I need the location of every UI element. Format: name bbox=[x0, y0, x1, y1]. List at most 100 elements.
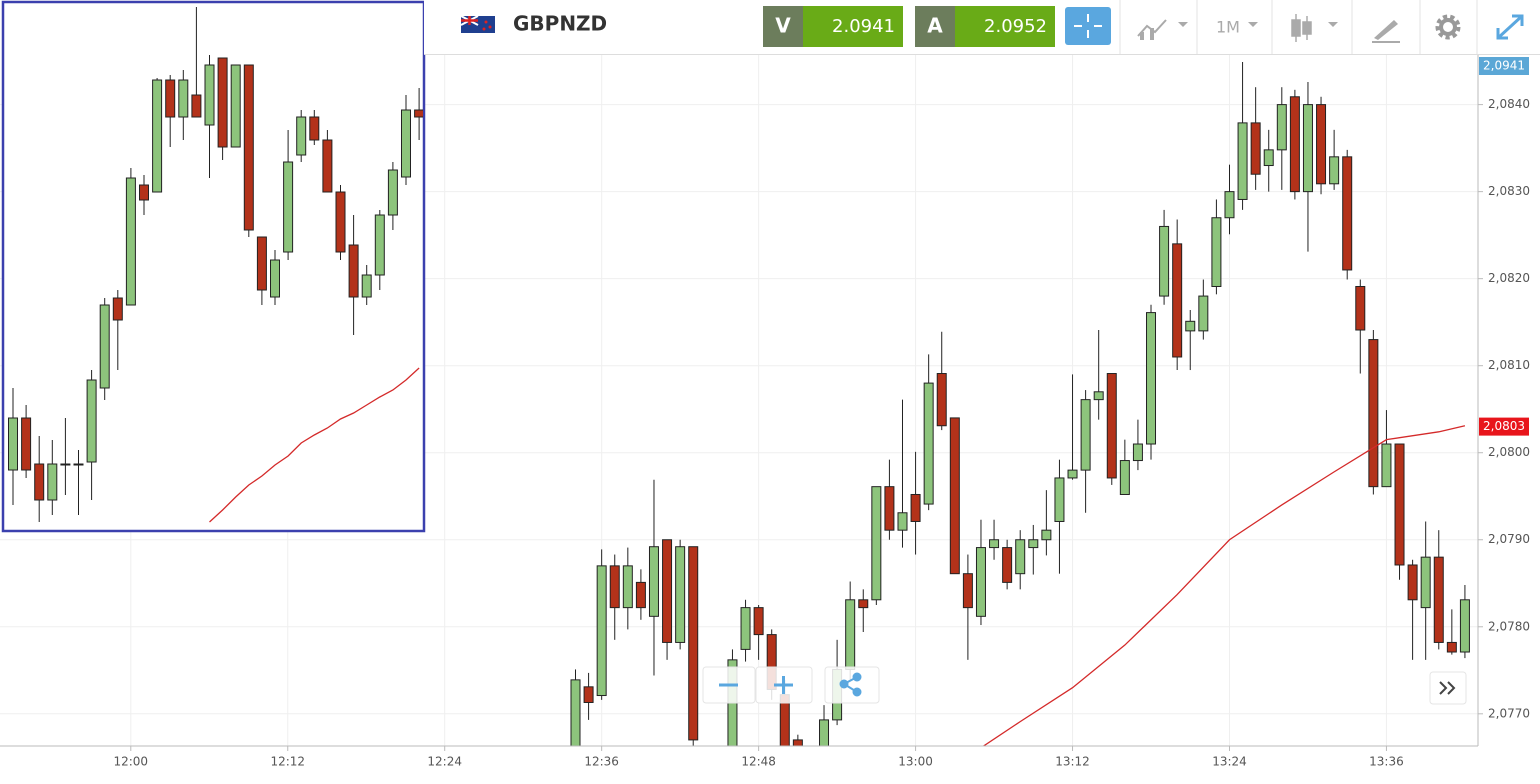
candle-body bbox=[1067, 469, 1078, 479]
candle-body bbox=[1106, 373, 1117, 479]
price-tag bbox=[1479, 57, 1529, 75]
y-tick-label: 2,0840 bbox=[1488, 97, 1530, 111]
fullscreen-button[interactable] bbox=[1496, 14, 1524, 40]
candle-body bbox=[688, 546, 699, 741]
candle-body bbox=[21, 417, 32, 471]
separators bbox=[1119, 0, 1478, 54]
candle-body bbox=[296, 116, 307, 156]
candle-body bbox=[1198, 295, 1209, 332]
candle-body bbox=[1119, 460, 1130, 495]
candle-body bbox=[962, 573, 973, 609]
candle-body bbox=[1407, 564, 1418, 601]
settings-button[interactable] bbox=[1435, 14, 1461, 40]
candle-body bbox=[191, 94, 202, 118]
candle-body bbox=[99, 304, 110, 389]
draw-button[interactable] bbox=[1372, 20, 1400, 43]
price-tag bbox=[1479, 417, 1529, 436]
candle-body bbox=[1446, 641, 1457, 653]
y-tick-label: 2,0810 bbox=[1488, 358, 1530, 372]
moving-average bbox=[982, 425, 1466, 746]
candle-body bbox=[635, 581, 646, 609]
candle-body bbox=[1185, 320, 1196, 332]
candle-body bbox=[1211, 217, 1222, 287]
candle-body bbox=[662, 539, 673, 643]
candle-body bbox=[1015, 539, 1026, 575]
y-tick-label: 2,0770 bbox=[1488, 706, 1530, 720]
candle-body bbox=[936, 373, 947, 427]
candle-body bbox=[335, 191, 346, 253]
ask-price-button[interactable] bbox=[955, 6, 1055, 47]
toolbar: GBPNZD V 2.0941 A 2.0952 1M bbox=[424, 0, 1540, 55]
candle-body bbox=[8, 417, 18, 471]
candle-body bbox=[60, 463, 71, 466]
candle-body bbox=[1250, 122, 1261, 175]
candle-body bbox=[845, 599, 856, 670]
y-tick-label: 2,0780 bbox=[1488, 619, 1530, 633]
candle-body bbox=[348, 244, 359, 298]
ask-button[interactable] bbox=[915, 6, 955, 47]
candle-body bbox=[1459, 599, 1470, 653]
x-tick-label: 13:24 bbox=[1212, 755, 1247, 769]
crosshair-icon bbox=[1074, 14, 1102, 38]
candle-type-button[interactable] bbox=[1291, 14, 1338, 42]
candle-body bbox=[1132, 443, 1143, 462]
candle-body bbox=[1028, 539, 1039, 549]
y-tick-label: 2,0800 bbox=[1488, 445, 1530, 459]
candle-body bbox=[165, 79, 176, 118]
candle-body bbox=[596, 565, 607, 697]
candle-body bbox=[112, 297, 123, 321]
axes: 12:00 12:12 12:24 12:36 12:48 13:00 13:12 13:24… bbox=[113, 57, 1530, 769]
candle-body bbox=[871, 486, 882, 601]
x-tick-label: 13:12 bbox=[1055, 755, 1090, 769]
candle-body bbox=[387, 169, 398, 216]
inset-plot bbox=[8, 7, 423, 523]
scroll-right-icon bbox=[1439, 681, 1456, 695]
y-tick-label: 2,0820 bbox=[1488, 271, 1530, 285]
candle-body bbox=[1302, 104, 1313, 193]
candle-body bbox=[230, 64, 241, 148]
price-tag-label: 2,0803 bbox=[1483, 419, 1525, 433]
bid-price: 2.0941 bbox=[832, 16, 895, 37]
candle-body bbox=[1002, 547, 1013, 583]
candle-body bbox=[975, 547, 986, 617]
candle-body bbox=[923, 382, 934, 505]
candle-body bbox=[139, 184, 149, 201]
bid-button[interactable] bbox=[763, 6, 803, 47]
candle-body bbox=[34, 463, 45, 501]
candle-body bbox=[374, 214, 385, 276]
timeframe-arrow bbox=[1248, 22, 1258, 27]
candle-body bbox=[910, 493, 921, 522]
moving-average bbox=[209, 367, 420, 523]
price-tag-label: 2,0941 bbox=[1483, 59, 1525, 73]
chart-type-button[interactable] bbox=[1137, 19, 1188, 40]
bid-price-button[interactable] bbox=[803, 6, 903, 47]
bid-label: V bbox=[775, 14, 791, 38]
crosshair-button[interactable] bbox=[1065, 7, 1111, 45]
candle-body bbox=[884, 486, 895, 531]
candle-body bbox=[1329, 156, 1340, 185]
candle-body bbox=[217, 57, 228, 148]
candle-body bbox=[1263, 149, 1274, 167]
candle-body bbox=[204, 64, 215, 126]
share-icon bbox=[839, 672, 862, 697]
candle-body bbox=[570, 679, 581, 746]
candle-body bbox=[86, 379, 97, 463]
candle-body bbox=[73, 463, 84, 466]
y-tick-label: 2,0790 bbox=[1488, 532, 1530, 546]
candle-body bbox=[1080, 399, 1091, 471]
share-button[interactable] bbox=[824, 666, 880, 704]
candle-body bbox=[1237, 122, 1248, 200]
scroll-right-button[interactable] bbox=[1429, 671, 1467, 705]
ask-label: A bbox=[927, 14, 943, 38]
x-tick-label: 13:36 bbox=[1369, 755, 1404, 769]
zoom-in-icon bbox=[774, 676, 793, 694]
timeframe[interactable]: 1M bbox=[1216, 18, 1240, 37]
candle-body bbox=[1041, 529, 1052, 541]
candle-body bbox=[609, 565, 620, 609]
x-tick-label: 12:24 bbox=[427, 755, 462, 769]
candle-body bbox=[256, 236, 267, 291]
candle-body bbox=[152, 79, 163, 193]
candle-body bbox=[1433, 556, 1444, 643]
candle-body bbox=[1381, 443, 1392, 488]
